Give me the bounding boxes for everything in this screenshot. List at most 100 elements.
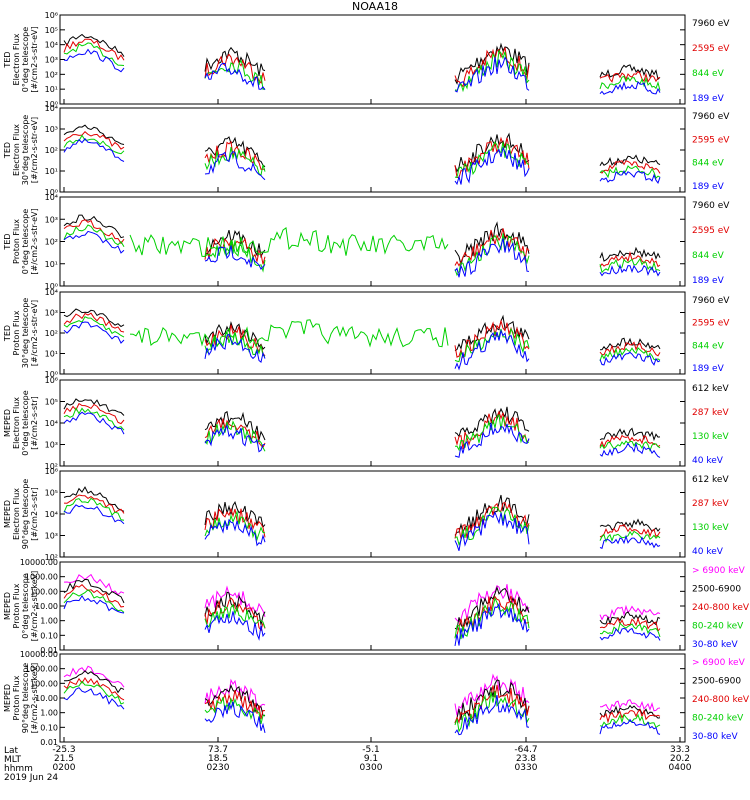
series-line — [454, 695, 530, 736]
legend-entry: 40 keV — [692, 547, 724, 557]
y-axis-label: [#/cm2-s-str] — [30, 396, 39, 449]
series-line — [204, 507, 266, 538]
series-line — [63, 494, 125, 514]
series-line — [454, 506, 530, 546]
y-tick-label: 10⁵ — [45, 398, 58, 407]
series-line — [204, 140, 266, 170]
date-label: 2019 Jun 24 — [4, 773, 59, 783]
y-axis-label: Proton Flux — [12, 219, 21, 264]
legend-entry: 189 eV — [692, 364, 725, 374]
series-line — [63, 219, 125, 245]
series-line — [599, 440, 661, 452]
series-line — [129, 227, 449, 258]
series-line — [63, 594, 125, 614]
legend-entry: 240-800 keV — [692, 603, 750, 613]
series-line — [204, 678, 266, 710]
y-tick-label: 10⁰ — [45, 370, 58, 379]
series-line — [599, 351, 661, 366]
y-tick-label: 10⁰ — [45, 100, 58, 109]
series-line — [63, 48, 125, 73]
series-line — [63, 486, 125, 512]
series-line — [63, 398, 125, 416]
series-line — [454, 329, 530, 371]
y-tick-label: 0.01 — [40, 738, 58, 747]
series-line — [63, 312, 125, 333]
y-tick-label: 10000.00 — [20, 558, 58, 567]
series-line — [204, 59, 266, 91]
series-line — [599, 718, 661, 735]
series-line — [454, 690, 530, 733]
y-axis-label: 0°deg telescope — [21, 390, 30, 455]
legend-entry: 2595 eV — [692, 226, 730, 236]
x-tick-label-mlt: 23.8 — [516, 754, 536, 764]
series-line — [63, 308, 125, 328]
panel-frame — [59, 196, 686, 287]
series-line — [454, 422, 530, 458]
series-line — [599, 170, 661, 184]
y-tick-label: 100.00 — [30, 587, 58, 596]
y-axis-label: [#/cm2-s-str-eV] — [30, 26, 39, 92]
y-tick-label: 10⁴ — [45, 41, 58, 50]
panel-frame — [59, 653, 686, 743]
series-line — [599, 534, 661, 549]
series-line — [63, 677, 125, 701]
legend-entry: 844 eV — [692, 251, 725, 261]
legend-entry: 80-240 keV — [692, 622, 744, 632]
series-line — [599, 160, 661, 174]
y-axis-label: TED — [3, 325, 12, 342]
series-line — [63, 42, 125, 66]
x-tick-label-mlt: 20.2 — [670, 754, 690, 764]
legend-entry: 2500-6900 — [692, 585, 741, 595]
y-tick-label: 10³ — [45, 532, 58, 541]
y-tick-label: 10¹ — [45, 260, 58, 269]
x-tick-label-hhmm: 0300 — [360, 763, 383, 773]
series-line — [63, 124, 125, 145]
legend-entry: 844 eV — [692, 159, 725, 169]
panel-frame — [59, 470, 686, 558]
series-line — [599, 75, 661, 91]
y-tick-label: 10⁶ — [45, 11, 58, 20]
series-line — [204, 510, 266, 542]
y-axis-label: [#/cm2-s-str-eV] — [30, 117, 39, 183]
series-line — [599, 165, 661, 180]
series-line — [204, 501, 266, 529]
y-tick-label: 10² — [45, 553, 58, 562]
y-tick-label: 0.10 — [40, 631, 58, 640]
series-line — [454, 56, 530, 93]
series-line — [599, 263, 661, 277]
series-line — [204, 518, 266, 547]
y-axis-label: TED — [3, 51, 12, 68]
series-line — [454, 47, 530, 88]
series-line — [599, 530, 661, 543]
y-tick-label: 10² — [45, 70, 58, 79]
legend-entry: > 6900 keV — [692, 658, 746, 668]
panel-frame — [59, 107, 686, 193]
series-line — [454, 146, 530, 186]
y-axis-label: Electron Flux — [12, 33, 21, 85]
x-tick-label-hhmm: 0330 — [515, 763, 538, 773]
legend-entry: 2595 eV — [692, 319, 730, 329]
y-tick-label: 10⁴ — [45, 419, 58, 428]
y-tick-label: 0.10 — [40, 723, 58, 732]
y-axis-label: [#/cm2-s-str] — [30, 487, 39, 540]
y-tick-label: 1000.00 — [25, 665, 58, 674]
series-line — [599, 154, 661, 166]
series-line — [204, 62, 266, 91]
y-tick-label: 10¹ — [45, 167, 58, 176]
series-line — [599, 347, 661, 361]
y-axis-label: MEPED — [3, 409, 12, 437]
series-line — [63, 134, 125, 155]
series-line — [204, 333, 266, 363]
series-line — [204, 324, 266, 357]
x-tick-label-mlt: 18.5 — [208, 754, 228, 764]
series-line — [63, 230, 125, 254]
y-axis-label: MEPED — [3, 592, 12, 620]
legend-entry: 189 eV — [692, 94, 725, 104]
y-tick-label: 10⁰ — [45, 282, 58, 291]
y-tick-label: 10.00 — [35, 694, 58, 703]
legend-entry: 612 keV — [692, 475, 729, 485]
series-line — [454, 595, 530, 638]
series-line — [63, 130, 125, 150]
x-tick-label-lat: -64.7 — [514, 745, 537, 755]
y-tick-label: 10⁵ — [45, 489, 58, 498]
